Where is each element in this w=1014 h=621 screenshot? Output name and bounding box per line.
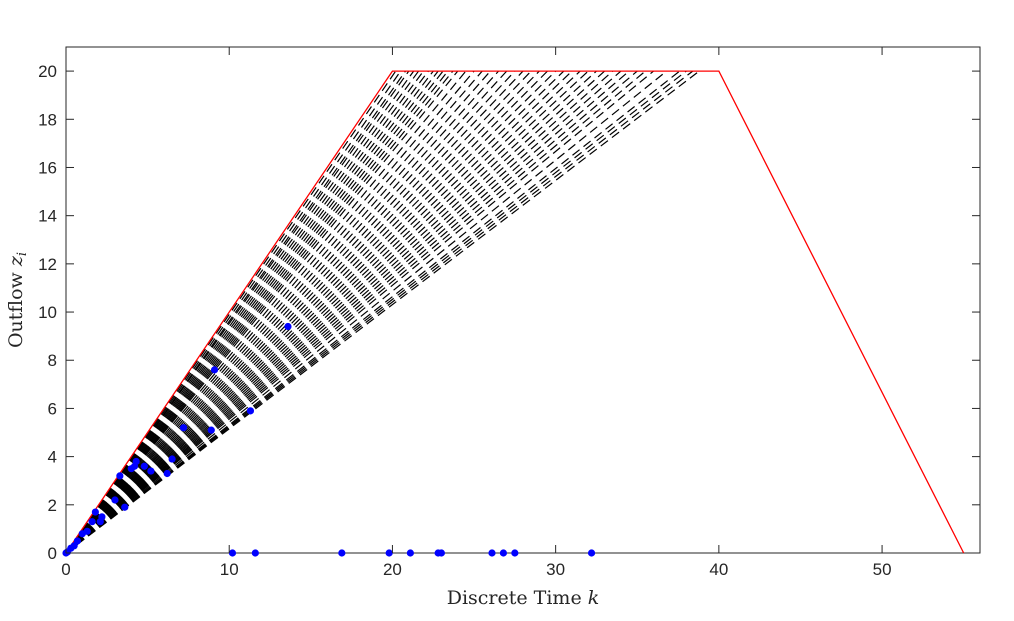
data-point bbox=[83, 527, 91, 535]
x-tick-label: 40 bbox=[709, 560, 728, 579]
dashed-line bbox=[65, 70, 467, 554]
y-tick-label: 12 bbox=[38, 255, 57, 274]
dashed-line bbox=[65, 70, 638, 554]
data-point bbox=[437, 549, 445, 557]
axis-ticks: 0 10 20 30 40 50 0 2 4 6 8 10 12 14 16 18 20 bbox=[38, 47, 980, 579]
dashed-line bbox=[65, 70, 439, 554]
dashed-line bbox=[65, 70, 557, 554]
dashed-line bbox=[65, 70, 444, 554]
data-point bbox=[207, 426, 215, 434]
data-point bbox=[488, 549, 496, 557]
x-tick-label: 50 bbox=[873, 560, 892, 579]
data-point bbox=[168, 455, 176, 463]
markers bbox=[62, 322, 596, 557]
dashed-line bbox=[65, 70, 516, 554]
data-point bbox=[132, 457, 140, 466]
data-point bbox=[338, 549, 346, 557]
y-tick-label: 20 bbox=[38, 62, 57, 81]
data-point bbox=[406, 549, 414, 557]
dashed-line bbox=[65, 70, 540, 554]
dashed-line bbox=[65, 70, 630, 554]
data-point bbox=[121, 503, 129, 511]
x-axis-label: Discrete Time k bbox=[447, 587, 600, 609]
dashed-line bbox=[65, 70, 434, 554]
y-tick-label: 16 bbox=[38, 158, 57, 177]
dashed-line bbox=[65, 70, 491, 554]
dashed-line bbox=[65, 70, 483, 554]
data-point bbox=[385, 549, 393, 557]
data-point bbox=[116, 472, 124, 480]
dashed-line bbox=[65, 70, 420, 554]
dashed-line bbox=[65, 70, 415, 554]
dashed-line bbox=[65, 70, 622, 554]
data-point bbox=[179, 424, 188, 432]
y-tick-label: 18 bbox=[38, 110, 57, 129]
y-tick-label: 14 bbox=[38, 207, 57, 226]
x-tick-label: 0 bbox=[61, 560, 70, 579]
y-tick-label: 2 bbox=[48, 496, 57, 515]
x-tick-label: 10 bbox=[220, 560, 239, 579]
dashed-line bbox=[65, 70, 449, 554]
y-tick-label: 10 bbox=[38, 303, 57, 322]
data-point bbox=[73, 537, 82, 545]
y-tick-label: 6 bbox=[48, 399, 57, 418]
dashed-line bbox=[65, 70, 475, 554]
line-series bbox=[65, 70, 965, 554]
dashed-line bbox=[65, 70, 499, 554]
dashed-line bbox=[65, 70, 429, 554]
dashed-line bbox=[65, 70, 459, 554]
data-point bbox=[91, 508, 99, 516]
data-point bbox=[111, 496, 119, 504]
data-point bbox=[88, 518, 96, 526]
data-point bbox=[147, 467, 155, 475]
dashed-line bbox=[65, 70, 424, 554]
data-point bbox=[511, 549, 519, 557]
dashed-line bbox=[65, 70, 410, 554]
y-tick-label: 0 bbox=[48, 544, 57, 563]
data-point bbox=[228, 549, 237, 557]
dashed-line bbox=[65, 70, 614, 554]
y-tick-label: 4 bbox=[48, 448, 57, 467]
x-tick-label: 30 bbox=[546, 560, 565, 579]
dashed-line bbox=[65, 70, 700, 554]
dashed-line bbox=[65, 70, 606, 554]
y-tick-label: 8 bbox=[48, 351, 57, 370]
data-point bbox=[284, 322, 292, 331]
data-point bbox=[98, 513, 106, 521]
dashed-line bbox=[65, 70, 597, 554]
data-point bbox=[140, 462, 148, 470]
data-point bbox=[251, 549, 259, 557]
plot-area bbox=[65, 46, 981, 554]
dashed-line bbox=[65, 70, 548, 554]
dashed-line bbox=[65, 70, 454, 554]
series-line bbox=[65, 70, 965, 554]
y-axis-label: Outflow zi bbox=[5, 252, 30, 348]
data-point bbox=[587, 549, 596, 557]
data-point bbox=[210, 366, 219, 374]
dashed-line bbox=[65, 70, 524, 554]
data-point bbox=[246, 407, 255, 415]
x-tick-label: 20 bbox=[383, 560, 402, 579]
data-point bbox=[163, 469, 171, 478]
data-point bbox=[499, 549, 508, 557]
dashed-line bbox=[65, 70, 508, 554]
